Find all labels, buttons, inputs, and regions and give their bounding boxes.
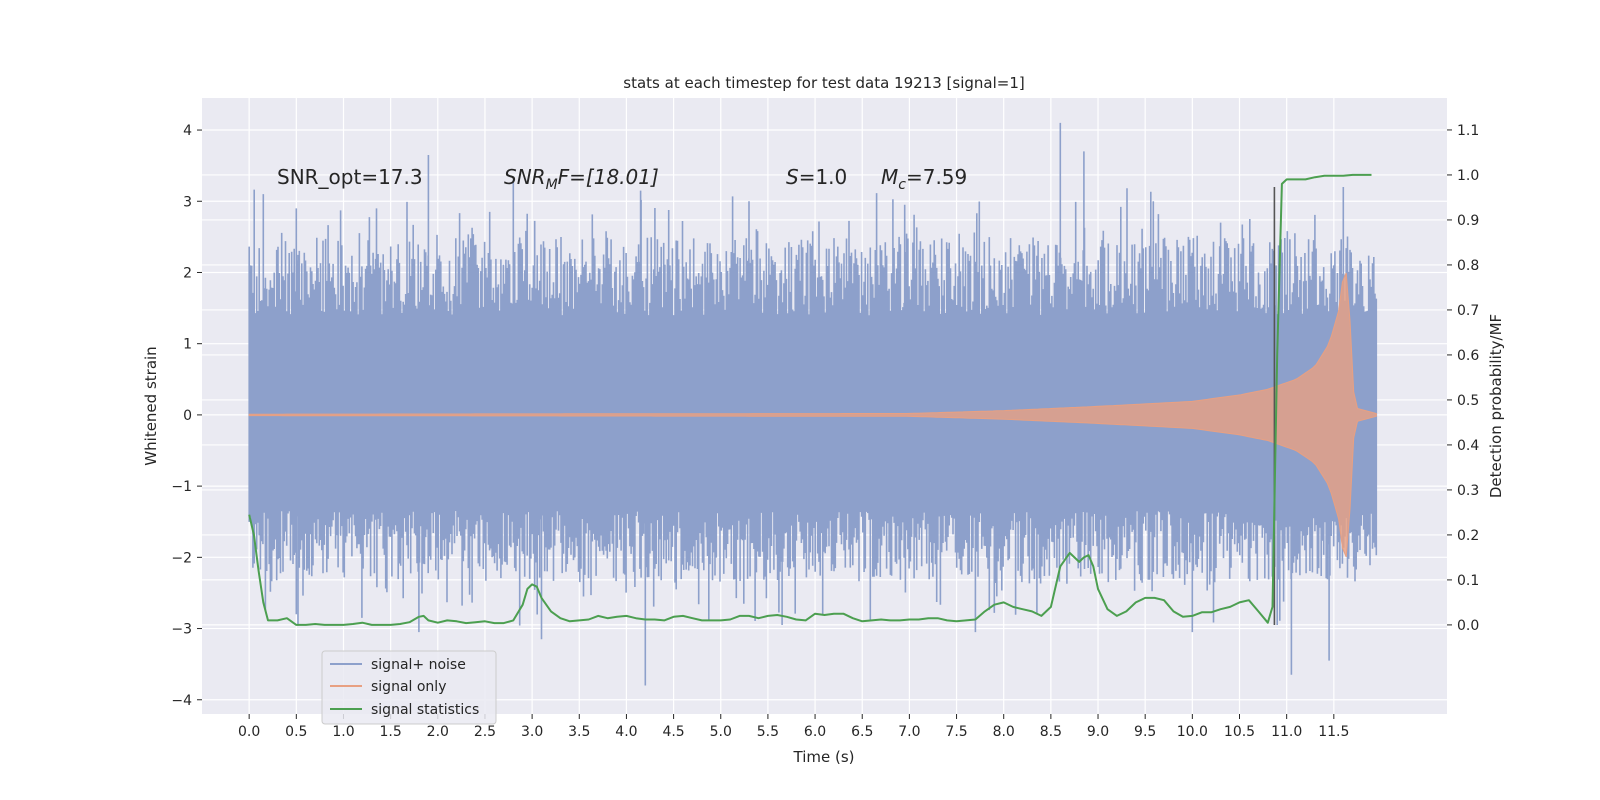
x-tick-label: 3.5 bbox=[568, 724, 590, 740]
annotation-s-var: S bbox=[786, 165, 799, 189]
x-tick-label: 0.5 bbox=[285, 724, 307, 740]
annotation-snr-mf-sub: M bbox=[546, 177, 558, 193]
y-axis-right: 0.0 0.1 0.2 0.3 0.4 0.5 0.6 0.7 0.8 0.9 1.0 1.1 bbox=[1447, 123, 1479, 634]
annotation-snr-opt: SNR_opt=17.3 bbox=[277, 165, 423, 189]
y-right-tick-label: 0.9 bbox=[1457, 213, 1479, 229]
x-tick-label: 10.0 bbox=[1177, 724, 1208, 740]
x-tick-label: 5.5 bbox=[757, 724, 779, 740]
chart-title: stats at each timestep for test data 192… bbox=[623, 74, 1024, 92]
y-right-tick-label: 0.6 bbox=[1457, 348, 1479, 364]
x-tick-label: 1.5 bbox=[380, 724, 402, 740]
annotation-snr-mf-f: F=[18.01] bbox=[558, 165, 659, 189]
x-tick-label: 4.5 bbox=[662, 724, 684, 740]
y-left-tick-label: 1 bbox=[183, 337, 192, 353]
y-right-tick-label: 0.5 bbox=[1457, 393, 1479, 409]
series-signal-only bbox=[248, 272, 1377, 558]
x-tick-label: 6.0 bbox=[804, 724, 826, 740]
annotation-s: S=1.0 bbox=[786, 165, 847, 189]
x-tick-label: 4.0 bbox=[615, 724, 637, 740]
x-tick-label: 3.0 bbox=[521, 724, 543, 740]
y-left-tick-label: 2 bbox=[183, 265, 192, 281]
y-left-tick-label: 0 bbox=[183, 408, 192, 424]
x-tick-label: 11.5 bbox=[1318, 724, 1349, 740]
y-axis-right-label: Detection probability/MF bbox=[1487, 314, 1505, 498]
x-tick-label: 2.0 bbox=[427, 724, 449, 740]
annotation-mc-sub: c bbox=[898, 177, 906, 193]
y-right-tick-label: 0.8 bbox=[1457, 258, 1479, 274]
x-tick-label: 7.5 bbox=[945, 724, 967, 740]
legend-label-signal-noise: signal+ noise bbox=[371, 657, 466, 673]
x-tick-label: 8.5 bbox=[1040, 724, 1062, 740]
y-right-tick-label: 0.7 bbox=[1457, 303, 1479, 319]
y-left-tick-label: −3 bbox=[171, 622, 192, 638]
y-left-tick-label: −4 bbox=[171, 693, 192, 709]
x-tick-label: 2.5 bbox=[474, 724, 496, 740]
x-tick-label: 0.0 bbox=[238, 724, 260, 740]
y-right-tick-label: 0.4 bbox=[1457, 438, 1479, 454]
y-right-tick-label: 1.0 bbox=[1457, 168, 1479, 184]
y-left-tick-label: −1 bbox=[171, 479, 192, 495]
y-left-tick-label: 3 bbox=[183, 194, 192, 210]
y-right-tick-label: 0.0 bbox=[1457, 618, 1479, 634]
annotation-mc-value: =7.59 bbox=[906, 165, 967, 189]
x-tick-label: 7.0 bbox=[898, 724, 920, 740]
series-layer bbox=[248, 122, 1378, 686]
series-signal-statistics bbox=[248, 173, 1372, 626]
x-tick-label: 5.0 bbox=[710, 724, 732, 740]
annotation-snr-mf-main: SNR bbox=[504, 165, 546, 189]
annotation-mc: Mc=7.59 bbox=[881, 165, 967, 193]
annotation-mc-var: M bbox=[881, 165, 898, 189]
x-tick-label: 1.0 bbox=[332, 724, 354, 740]
y-axis-left: −4 −3 −2 −1 0 1 2 3 4 bbox=[171, 123, 202, 709]
y-right-tick-label: 0.2 bbox=[1457, 528, 1479, 544]
y-left-tick-label: −2 bbox=[171, 550, 192, 566]
y-right-tick-label: 0.1 bbox=[1457, 573, 1479, 589]
annotation-snr-mf: SNRMF=[18.01] bbox=[504, 165, 659, 193]
legend-box bbox=[321, 650, 497, 725]
x-tick-label: 9.5 bbox=[1134, 724, 1156, 740]
y-axis-left-label: Whitened strain bbox=[142, 346, 160, 465]
legend-label-signal-statistics: signal statistics bbox=[371, 702, 479, 718]
y-left-tick-label: 4 bbox=[183, 123, 192, 139]
legend: signal+ noise signal only signal statist… bbox=[321, 650, 497, 725]
y-right-tick-label: 0.3 bbox=[1457, 483, 1479, 499]
x-tick-label: 10.5 bbox=[1224, 724, 1255, 740]
x-tick-label: 8.0 bbox=[993, 724, 1015, 740]
x-axis-label: Time (s) bbox=[793, 748, 855, 766]
legend-label-signal-only: signal only bbox=[371, 679, 446, 695]
annotation-s-value: =1.0 bbox=[799, 165, 848, 189]
x-tick-label: 9.0 bbox=[1087, 724, 1109, 740]
x-tick-label: 6.5 bbox=[851, 724, 873, 740]
x-tick-label: 11.0 bbox=[1271, 724, 1302, 740]
x-axis: 0.0 0.5 1.0 1.5 2.0 2.5 3.0 3.5 4.0 4.5 5.0 5.5 6.0 6… bbox=[238, 714, 1349, 740]
y-right-tick-label: 1.1 bbox=[1457, 123, 1479, 139]
